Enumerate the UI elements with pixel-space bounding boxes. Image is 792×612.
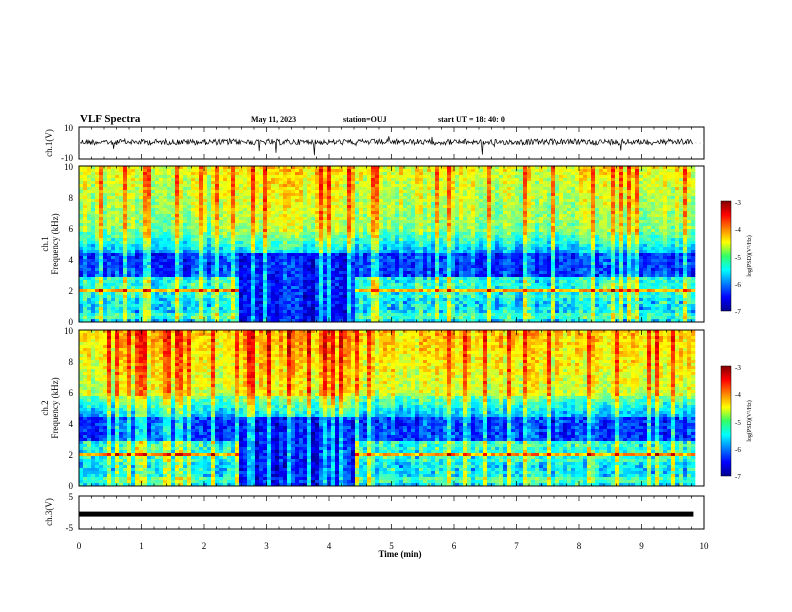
ch1-waveform-ylabel: ch.1(V)	[44, 129, 54, 157]
x-tick-label: 3	[264, 541, 269, 551]
date-label: May 11, 2023	[251, 115, 297, 124]
cb2-label: log(PSD)(V²/Hz)	[746, 400, 753, 441]
x-tick-label: 7	[514, 541, 519, 551]
x-tick-label: 10	[700, 541, 710, 551]
cb2-tick-3: -3	[735, 364, 741, 372]
ch2-spectrogram-panel: 0 2 4 6 8 10 ch.2Frequency (kHz)	[40, 326, 705, 491]
start-time-label: start UT = 18: 40: 0	[438, 115, 505, 124]
ch3-waveform-panel: 5 -5 ch.3(V)	[44, 492, 705, 533]
station-label: station=OUJ	[343, 115, 387, 124]
cb1-label: log(PSD)(V²/Hz)	[746, 235, 753, 276]
ch1-ytick-bottom: -10	[61, 153, 73, 163]
cb1-tick-6: -6	[735, 281, 741, 289]
x-tick-label: 9	[639, 541, 644, 551]
x-tick-label: 5	[389, 541, 394, 551]
ch1-ytick-10: 10	[64, 162, 74, 172]
ch2-ytick-10: 10	[64, 326, 74, 336]
ch1-waveform-panel: 10 -10 ch.1(V)	[44, 123, 705, 163]
cb2-tick-4: -4	[735, 391, 741, 399]
chart-title: VLF Spectra	[80, 113, 141, 125]
x-axis-tick-labels: 0 1 2 3 4 5 6 7 8 9 10	[77, 541, 709, 551]
ch1-ytick-0: 0	[69, 317, 74, 327]
ch1-spectrogram-panel: 0 2 4 6 8 10 ch.1Frequency (kHz)	[40, 162, 705, 327]
cb1-tick-4: -4	[735, 226, 741, 234]
x-tick-label: 2	[202, 541, 207, 551]
ch1-ytick-4: 4	[69, 255, 74, 265]
ch1-trace	[79, 136, 694, 156]
x-tick-label: 1	[139, 541, 144, 551]
ch1-spectrogram-image	[79, 166, 696, 323]
ch2-spectrogram-image	[79, 330, 696, 487]
ch1-ytick-6: 6	[69, 224, 74, 234]
ch3-ytick-top: 5	[69, 492, 74, 502]
x-axis-label: Time (min)	[378, 549, 421, 559]
cb2-tick-5: -5	[735, 419, 741, 427]
ch3-trace	[79, 511, 694, 517]
ch1-ytick-8: 8	[69, 193, 74, 203]
ch3-ytick-bottom: -5	[66, 523, 74, 533]
cb1-tick-5: -5	[735, 254, 741, 262]
cb1-tick-3: -3	[735, 199, 741, 207]
ch2-spectrogram-ylabel: ch.2Frequency (kHz)	[40, 377, 60, 438]
x-tick-label: 0	[77, 541, 82, 551]
ch2-ytick-6: 6	[69, 388, 74, 398]
cb2-tick-6: -6	[735, 446, 741, 454]
ch2-ytick-2: 2	[69, 450, 74, 460]
cb1-tick-7: -7	[735, 308, 741, 316]
ch1-ytick-2: 2	[69, 286, 74, 296]
x-tick-label: 4	[327, 541, 332, 551]
ch1-ytick-top: 10	[64, 123, 74, 133]
cb2-tick-7: -7	[735, 473, 741, 481]
ch2-ytick-8: 8	[69, 357, 74, 367]
x-tick-label: 6	[452, 541, 457, 551]
ch1-spectrogram-ylabel: ch.1Frequency (kHz)	[40, 213, 60, 274]
ch1-colorbar: -3 -4 -5 -6 -7 log(PSD)(V²/Hz)	[720, 199, 753, 316]
axis-ticks	[78, 127, 705, 529]
x-tick-label: 8	[577, 541, 582, 551]
ch2-ytick-4: 4	[69, 419, 74, 429]
ch3-waveform-ylabel: ch.3(V)	[44, 498, 54, 526]
ch2-colorbar: -3 -4 -5 -6 -7 log(PSD)(V²/Hz)	[720, 364, 753, 481]
ch2-ytick-0: 0	[69, 481, 74, 491]
